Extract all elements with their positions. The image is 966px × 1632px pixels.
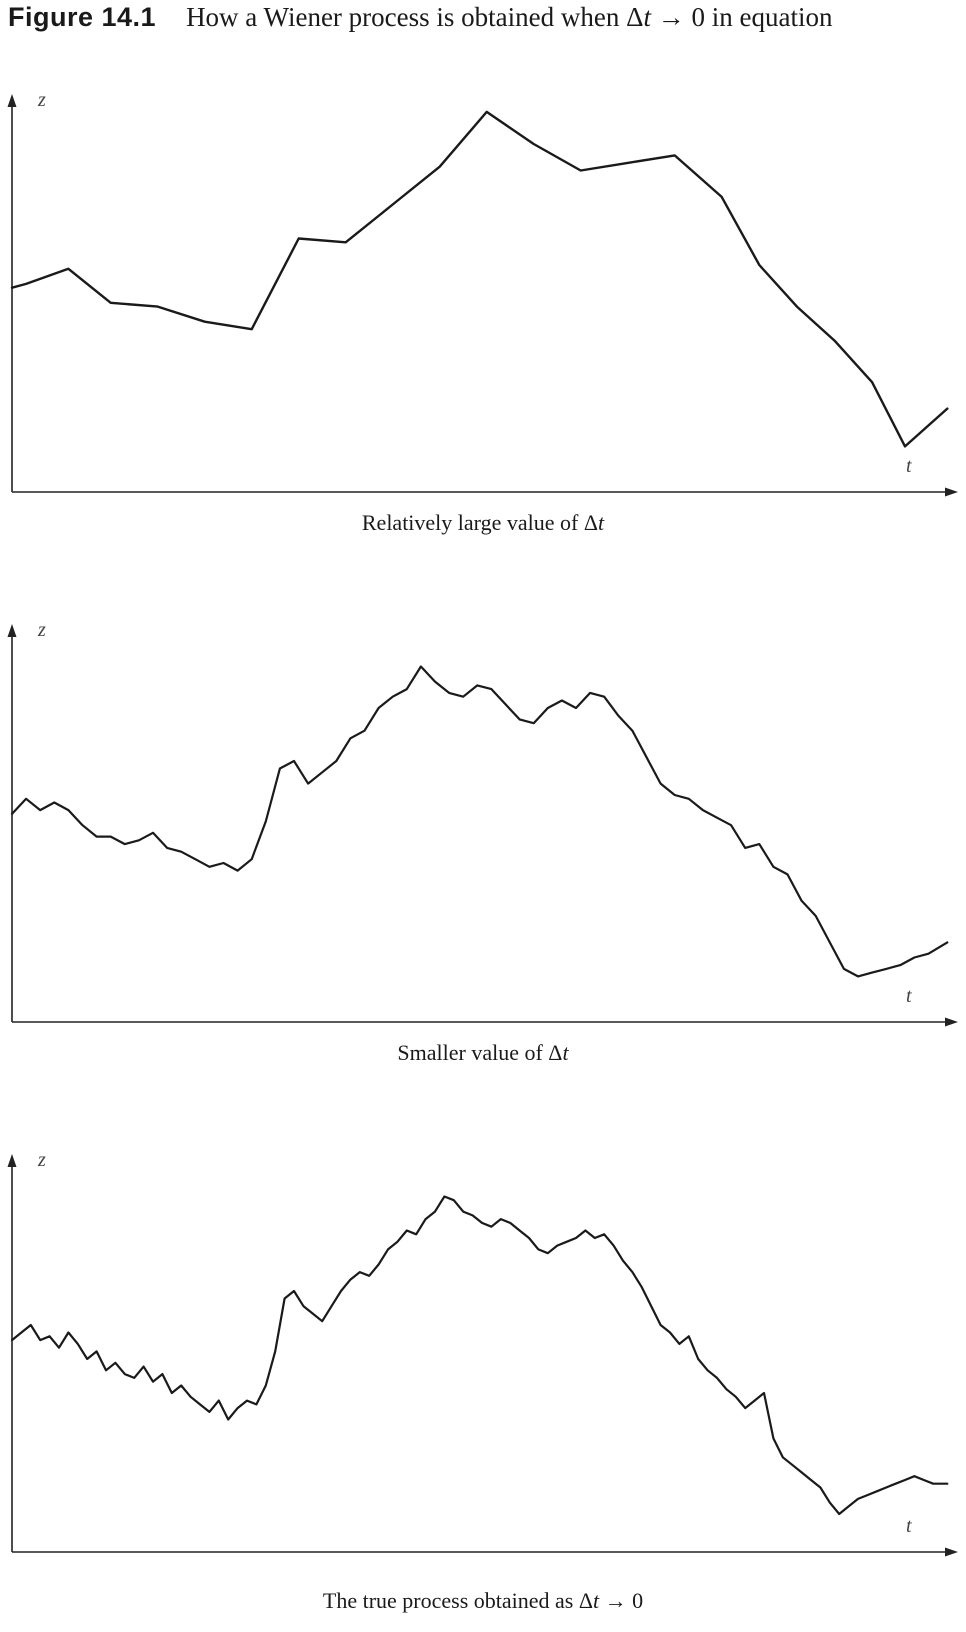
y-axis-label: z — [37, 619, 46, 641]
series-line-0 — [10, 1195, 949, 1516]
caption-var: t — [593, 1588, 600, 1613]
figure-title-prefix: How a Wiener process is obtained when Δ — [186, 2, 644, 32]
series-line-0 — [10, 665, 949, 978]
y-axis-arrow — [7, 1154, 17, 1167]
chart-caption-true-process: The true process obtained as Δt → 0 — [0, 1588, 966, 1614]
caption-text: The true process obtained as Δ — [322, 1588, 593, 1613]
caption-text: Relatively large value of Δ — [361, 510, 598, 535]
caption-var: t — [562, 1040, 569, 1065]
figure-label: Figure 14.1 — [8, 2, 157, 32]
y-axis-arrow — [7, 624, 17, 637]
x-axis-arrow — [945, 1017, 958, 1027]
chart-true-process: zt — [7, 1149, 958, 1557]
figure-title: Figure 14.1 How a Wiener process is obtai… — [8, 0, 966, 40]
figure-title-var: t — [643, 2, 651, 32]
chart-large-dt: zt — [7, 89, 958, 497]
caption-suffix: → 0 — [599, 1588, 644, 1613]
caption-var: t — [597, 510, 605, 535]
x-axis-label: t — [906, 985, 912, 1007]
caption-text: Smaller value of Δ — [397, 1040, 563, 1065]
chart-smaller-dt: zt — [7, 619, 958, 1027]
y-axis-arrow — [7, 94, 17, 107]
x-axis-arrow — [945, 1547, 958, 1557]
y-axis-label: z — [37, 89, 46, 111]
figure-title-suffix: → 0 in equation — [650, 2, 833, 32]
x-axis-label: t — [906, 455, 912, 477]
x-axis-label: t — [906, 1515, 912, 1537]
series-line-0 — [10, 110, 949, 448]
y-axis-label: z — [37, 1149, 46, 1171]
chart-caption-large-dt: Relatively large value of Δt — [0, 510, 966, 536]
chart-caption-smaller-dt: Smaller value of Δt — [0, 1040, 966, 1066]
x-axis-arrow — [945, 487, 958, 497]
